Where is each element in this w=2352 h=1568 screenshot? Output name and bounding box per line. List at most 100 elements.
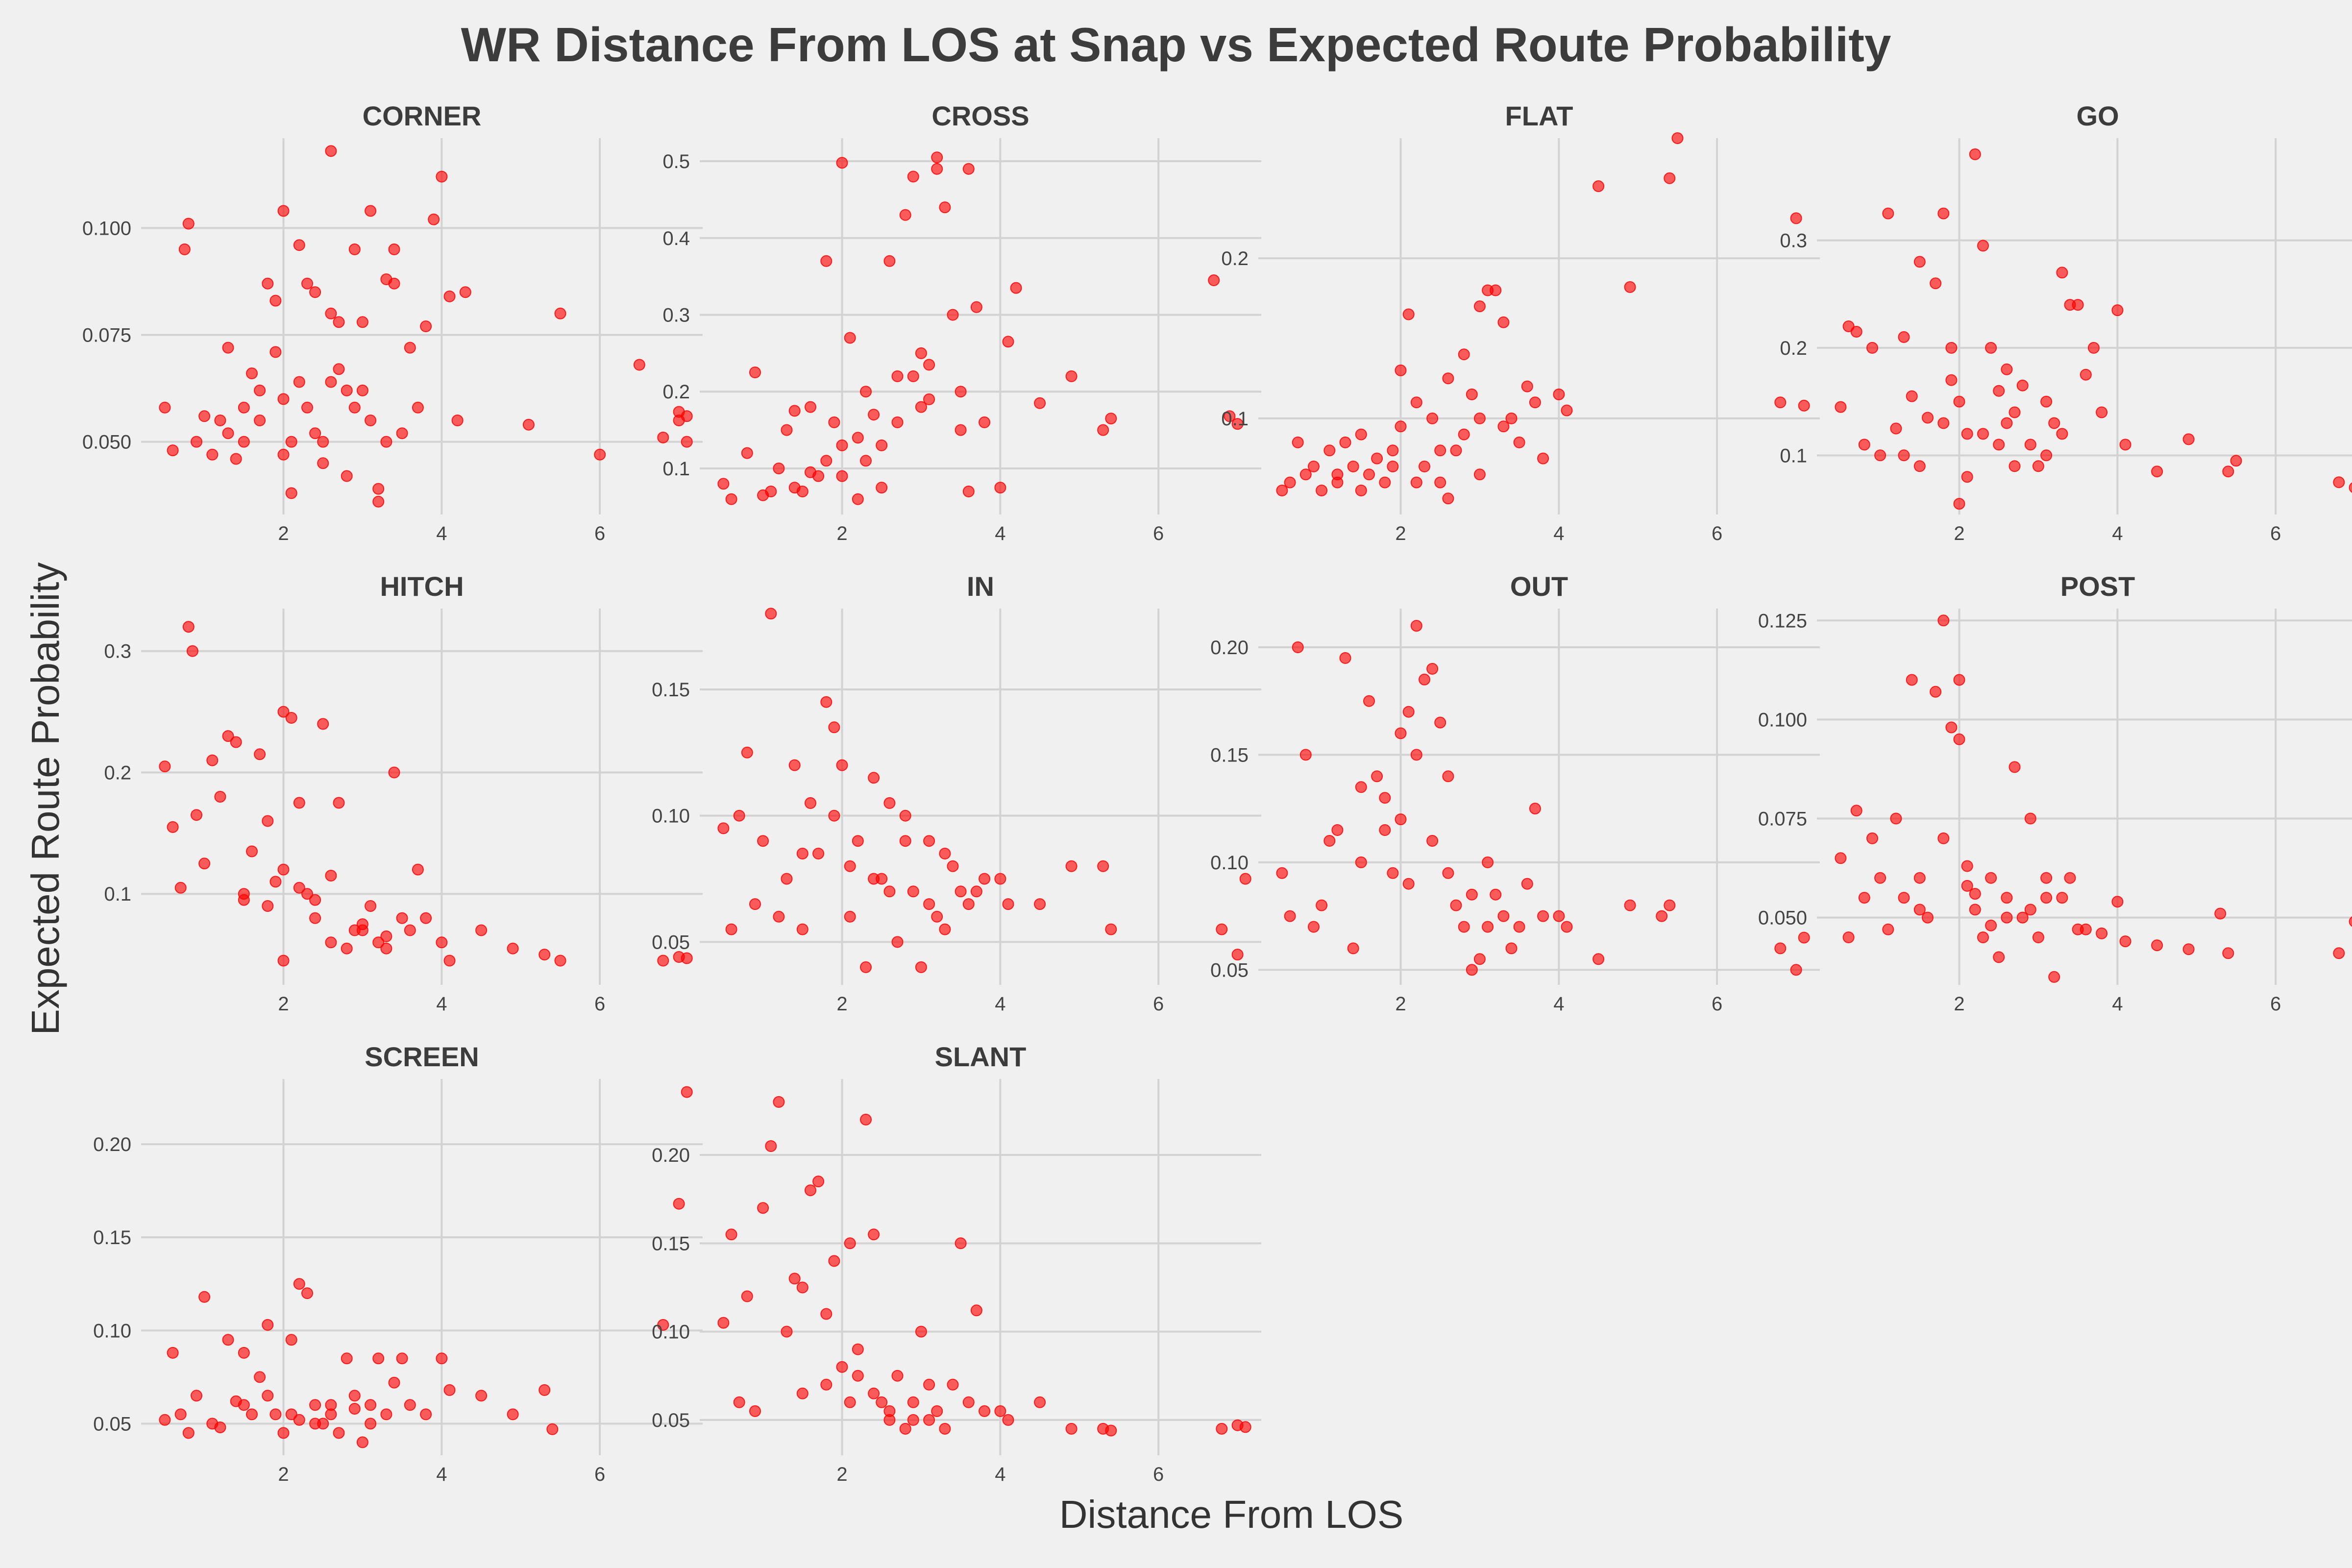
scatter-point — [1882, 207, 1894, 220]
scatter-point — [1882, 923, 1894, 935]
scatter-point — [947, 309, 959, 321]
panel-in: IN 2 4 6 0.05 0.10 0.15 — [652, 571, 1261, 1015]
y-tick-label: 0.3 — [1780, 230, 1807, 251]
scatter-point — [1592, 180, 1605, 192]
scatter-point — [2001, 911, 2013, 924]
scatter-point — [159, 1414, 171, 1426]
scatter-point — [262, 1390, 274, 1402]
scatter-point — [348, 1403, 361, 1415]
scatter-point — [1553, 388, 1565, 400]
scatter-point — [657, 431, 669, 443]
scatter-point — [812, 848, 825, 859]
scatter-point — [1363, 468, 1375, 481]
scatter-point — [923, 393, 935, 405]
scatter-point — [159, 760, 171, 773]
scatter-point — [475, 924, 488, 936]
scatter-point — [214, 791, 226, 803]
scatter-point — [828, 1255, 840, 1267]
scatter-point — [899, 809, 911, 822]
scatter-point — [994, 1405, 1006, 1417]
scatter-point — [1466, 888, 1478, 901]
y-tick-label: 0.075 — [82, 324, 131, 346]
scatter-point — [325, 870, 337, 882]
scatter-point — [915, 401, 927, 413]
x-tick-label: 4 — [436, 1464, 447, 1485]
scatter-point — [1355, 428, 1367, 441]
scatter-point — [970, 885, 982, 898]
scatter-point — [372, 936, 385, 949]
scatter-point — [765, 608, 777, 620]
scatter-point — [657, 1319, 669, 1331]
scatter-point — [2009, 761, 2021, 773]
scatter-point — [270, 1408, 282, 1421]
scatter-point — [1010, 282, 1022, 294]
scatter-point — [1419, 673, 1430, 686]
scatter-point — [2080, 368, 2092, 381]
scatter-point — [262, 1319, 274, 1331]
scatter-point — [1513, 436, 1525, 448]
scatter-point — [805, 797, 816, 809]
scatter-point — [365, 1418, 377, 1430]
y-tick-label: 0.5 — [662, 151, 690, 172]
panel-title: CORNER — [363, 100, 482, 131]
scatter-point — [436, 1352, 448, 1365]
scatter-point — [970, 1304, 982, 1317]
scatter-point — [852, 432, 864, 444]
y-tick-label: 0.2 — [1221, 248, 1249, 270]
scatter-point — [1434, 716, 1446, 729]
scatter-point — [657, 955, 669, 967]
panel-screen: SCREEN 2 4 6 0.05 0.10 0.15 0.20 — [93, 1041, 703, 1485]
scatter-point — [681, 952, 693, 964]
scatter-point — [2222, 947, 2234, 959]
scatter-point — [955, 386, 967, 398]
scatter-point — [246, 845, 258, 858]
scatter-point — [1065, 370, 1078, 382]
scatter-point — [868, 1387, 880, 1399]
scatter-point — [293, 376, 305, 388]
scatter-point — [1906, 674, 1918, 686]
scatter-point — [198, 1291, 211, 1303]
scatter-point — [915, 347, 927, 359]
scatter-point — [396, 912, 408, 924]
y-tick-label: 0.075 — [1758, 808, 1807, 830]
scatter-point — [1387, 461, 1399, 472]
scatter-point — [1482, 921, 1494, 933]
scatter-point — [1402, 308, 1415, 320]
scatter-point — [1371, 452, 1383, 465]
scatter-point — [277, 205, 290, 217]
scatter-point — [1216, 1422, 1228, 1435]
scatter-point — [420, 320, 432, 332]
scatter-point — [372, 1352, 385, 1365]
x-tick-label: 6 — [1153, 523, 1164, 544]
scatter-point — [2056, 428, 2068, 440]
scatter-point — [915, 961, 927, 973]
scatter-point — [891, 416, 904, 428]
x-tick-label: 4 — [2112, 523, 2123, 544]
scatter-point — [1379, 824, 1391, 836]
scatter-point — [1410, 396, 1422, 409]
scatter-point — [2048, 971, 2060, 983]
y-tick-label: 0.3 — [662, 304, 690, 326]
x-tick-label: 4 — [995, 523, 1005, 544]
scatter-point — [262, 900, 274, 912]
scatter-point — [994, 482, 1006, 494]
panel-cross: CROSS 2 4 6 0.1 0.2 0.3 0.4 0.5 — [662, 100, 1261, 544]
scatter-point — [1276, 485, 1288, 496]
scatter-point — [1937, 207, 1950, 220]
scatter-point — [1993, 385, 2005, 397]
scatter-point — [1284, 910, 1296, 922]
scatter-point — [554, 955, 566, 967]
scatter-point — [1945, 374, 1958, 386]
scatter-point — [1316, 899, 1328, 911]
scatter-point — [388, 243, 400, 255]
scatter-point — [277, 863, 290, 876]
scatter-point — [396, 1352, 408, 1365]
scatter-point — [1790, 964, 1802, 976]
scatter-point — [1961, 880, 1973, 892]
y-tick-label: 0.05 — [652, 931, 690, 953]
scatter-point — [388, 1376, 400, 1389]
scatter-point — [372, 483, 385, 495]
x-tick-label: 6 — [594, 523, 605, 544]
y-tick-label: 0.1 — [104, 883, 131, 905]
x-tick-label: 6 — [1712, 523, 1722, 544]
